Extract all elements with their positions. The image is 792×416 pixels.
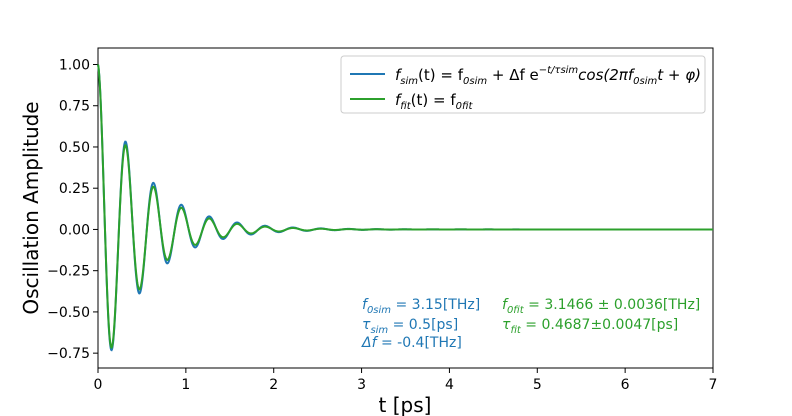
y-axis-label: Oscillation Amplitude: [19, 101, 43, 314]
legend-box: [340, 55, 706, 114]
annotation-fit-tau: τfit = 0.4687±0.0047[ps]: [502, 317, 678, 336]
y-tick-label: −0.50: [47, 305, 90, 321]
y-tick-label: −0.75: [47, 346, 90, 362]
annotation-fit-frequency: f0fit = 3.1466 ± 0.0036[THz]: [502, 297, 700, 316]
x-tick-label: 7: [709, 377, 718, 393]
x-tick-label: 3: [357, 377, 366, 393]
x-axis-ticks: 0 1 2 3 4 5 6 7: [94, 368, 718, 393]
y-tick-label: 1.00: [59, 57, 90, 73]
annotation-sim: f0sim = 3.15[THz] τsim = 0.5[ps] Δf = -0…: [361, 297, 480, 351]
x-tick-label: 4: [445, 377, 454, 393]
x-tick-label: 2: [269, 377, 278, 393]
legend-entry-sim: fsim(t) = f0sim + Δf e−t/τsimcos(2πf0sim…: [395, 65, 701, 87]
x-tick-label: 1: [181, 377, 190, 393]
legend-entry-fit: ffit(t) = f0fit: [395, 91, 473, 112]
annotation-sim-tau: τsim = 0.5[ps]: [362, 317, 458, 336]
y-tick-label: 0.00: [59, 222, 90, 238]
y-tick-label: 0.50: [59, 140, 90, 156]
series-layer: [97, 64, 713, 352]
x-tick-label: 5: [533, 377, 542, 393]
y-tick-label: −0.25: [47, 264, 90, 280]
annotation-sim-frequency: f0sim = 3.15[THz]: [362, 297, 480, 316]
annotation-fit: f0fit = 3.1466 ± 0.0036[THz] τfit = 0.46…: [502, 297, 700, 336]
x-tick-label: 6: [621, 377, 630, 393]
annotation-sim-delta-f: Δf = -0.4[THz]: [361, 335, 462, 351]
y-tick-label: 0.75: [59, 99, 90, 115]
series-line-fit: [97, 64, 713, 349]
x-tick-label: 0: [94, 377, 103, 393]
y-tick-label: 0.25: [59, 181, 90, 197]
x-axis-label: t [ps]: [379, 393, 432, 416]
legend: fsim(t) = f0sim + Δf e−t/τsimcos(2πf0sim…: [340, 55, 706, 114]
y-axis-ticks: −0.75 −0.50 −0.25 0.00 0.25 0.50 0.75 1.00: [47, 57, 98, 362]
